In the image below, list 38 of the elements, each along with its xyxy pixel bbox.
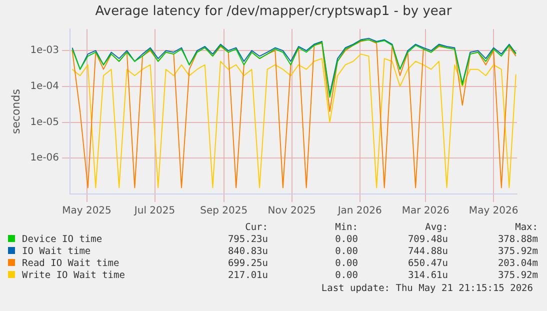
text: 744.88u [406, 245, 448, 257]
legend-label: Write IO Wait time [21, 269, 126, 281]
x-tick-label: Sep 2025 [200, 206, 248, 217]
text: 0.00 [334, 257, 358, 269]
text: 203.04m [496, 257, 538, 269]
legend-label: Read IO Wait time [21, 257, 120, 269]
text: 314.61u [406, 269, 448, 281]
x-tick-label: May 2025 [62, 206, 112, 217]
y-tick-label: 1e-03 [30, 45, 60, 56]
text: 0.00 [334, 233, 358, 245]
y-axis-title: seconds [9, 88, 22, 134]
text: 375.92m [496, 245, 538, 257]
text: 650.47u [406, 257, 448, 269]
text: 709.48u [406, 233, 448, 245]
text: 840.83u [226, 245, 268, 257]
x-tick-label: Jan 2026 [336, 206, 382, 217]
text: Min: [334, 221, 358, 233]
text: Avg: [424, 221, 448, 233]
text: 795.23u [226, 233, 268, 245]
y-tick-label: 1e-04 [30, 81, 60, 92]
text: 217.01u [226, 269, 268, 281]
text: Last update: Thu May 21 21:15:15 2026 [321, 283, 533, 294]
text: 699.25u [226, 257, 268, 269]
text: 0.00 [334, 245, 358, 257]
x-tick-label: Nov 2025 [268, 206, 316, 217]
x-tick-label: May 2026 [468, 206, 518, 217]
text: 375.92m [496, 269, 538, 281]
y-tick-label: 1e-05 [30, 116, 60, 128]
text: Max: [514, 221, 538, 233]
x-tick-label: Mar 2026 [402, 206, 450, 217]
legend-label: Device IO time [21, 233, 104, 245]
text: 0.00 [334, 269, 358, 281]
text: Cur: [244, 221, 268, 233]
chart-title: Average latency for /dev/mapper/cryptswap1 - by year [94, 4, 453, 19]
y-tick-label: 1e-06 [30, 152, 60, 164]
x-tick-label: Jul 2025 [133, 206, 176, 217]
text: 378.88m [496, 233, 538, 245]
legend-label: IO Wait time [21, 245, 92, 257]
